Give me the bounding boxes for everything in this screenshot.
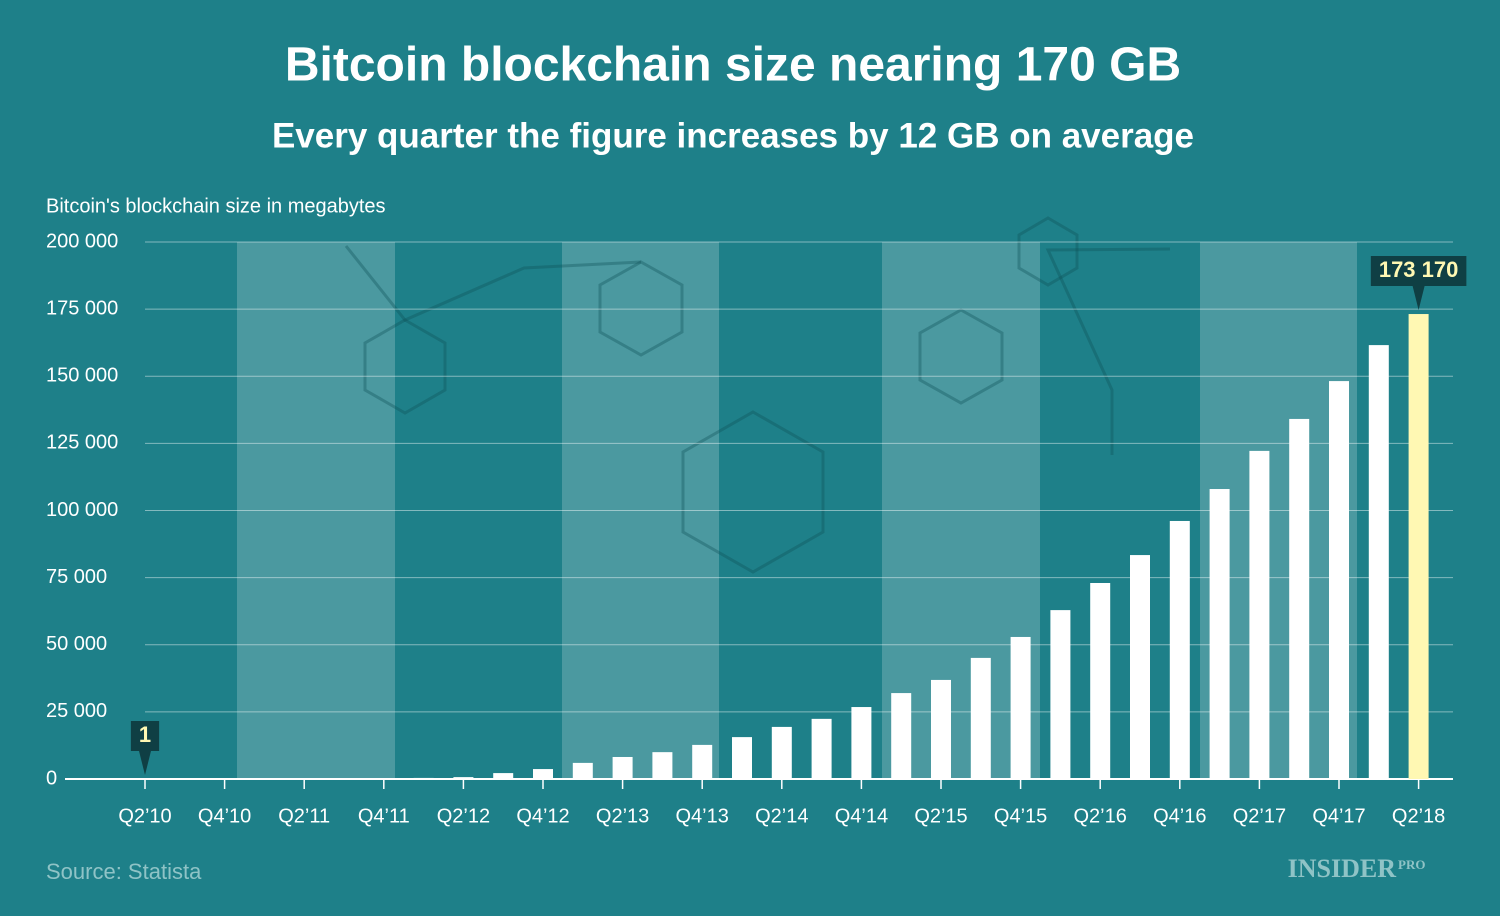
- axis-label: Bitcoin's blockchain size in megabytes: [46, 195, 386, 217]
- chart-subtitle: Every quarter the figure increases by 12…: [272, 116, 1194, 155]
- x-tick-label: Q2’14: [755, 805, 808, 827]
- bar: [1011, 637, 1031, 779]
- y-tick-label: 75 000: [46, 566, 107, 588]
- bar: [1289, 419, 1309, 779]
- x-tick-label: Q4’10: [198, 805, 251, 827]
- x-tick-label: Q4’12: [516, 805, 569, 827]
- x-tick-label: Q2’18: [1392, 805, 1445, 827]
- bar: [971, 658, 991, 779]
- y-tick-label: 175 000: [46, 297, 118, 319]
- bar: [613, 757, 633, 779]
- bar: [453, 777, 473, 779]
- x-tick-label: Q2’11: [278, 805, 330, 827]
- bar: [652, 752, 672, 779]
- bar: [1210, 489, 1230, 779]
- bar: [1050, 610, 1070, 779]
- x-tick-label: Q2’16: [1074, 805, 1127, 827]
- x-tick-label: Q4’15: [994, 805, 1047, 827]
- x-tick-label: Q2’13: [596, 805, 649, 827]
- bar: [1409, 314, 1429, 779]
- bar: [772, 727, 792, 779]
- bar: [1249, 451, 1269, 779]
- y-tick-label: 50 000: [46, 633, 107, 655]
- bar: [812, 719, 832, 779]
- brand: INSIDER: [1288, 854, 1397, 883]
- x-tick-label: Q4’11: [358, 805, 410, 827]
- bar: [533, 769, 553, 779]
- value-label: 1: [139, 722, 151, 747]
- x-tick-label: Q4’16: [1153, 805, 1206, 827]
- y-tick-label: 200 000: [46, 230, 118, 252]
- y-tick-label: 125 000: [46, 432, 118, 454]
- bar: [891, 693, 911, 779]
- y-tick-label: 0: [46, 767, 57, 789]
- y-tick-label: 100 000: [46, 499, 118, 521]
- bar: [1090, 583, 1110, 779]
- bar: [931, 680, 951, 779]
- bar: [1170, 521, 1190, 779]
- bar: [1329, 381, 1349, 779]
- bar: [851, 707, 871, 779]
- value-label: 173 170: [1379, 257, 1459, 282]
- x-tick-label: Q4’14: [835, 805, 888, 827]
- x-tick-label: Q4’13: [676, 805, 729, 827]
- chart-title: Bitcoin blockchain size nearing 170 GB: [285, 39, 1181, 92]
- x-tick-label: Q2’12: [437, 805, 490, 827]
- bar: [374, 778, 394, 779]
- brand-suffix: PRO: [1398, 857, 1425, 872]
- bar: [692, 745, 712, 779]
- bar: [732, 737, 752, 779]
- x-tick-label: Q2’10: [118, 805, 171, 827]
- bar: [414, 778, 434, 779]
- y-tick-label: 150 000: [46, 365, 118, 387]
- source: Source: Statista: [46, 859, 202, 884]
- x-tick-label: Q2’15: [914, 805, 967, 827]
- bar: [1130, 555, 1150, 779]
- bar: [573, 763, 593, 779]
- y-tick-label: 25 000: [46, 700, 107, 722]
- bar: [493, 773, 513, 779]
- x-tick-label: Q4’17: [1312, 805, 1365, 827]
- x-tick-label: Q2’17: [1233, 805, 1286, 827]
- bar: [1369, 345, 1389, 779]
